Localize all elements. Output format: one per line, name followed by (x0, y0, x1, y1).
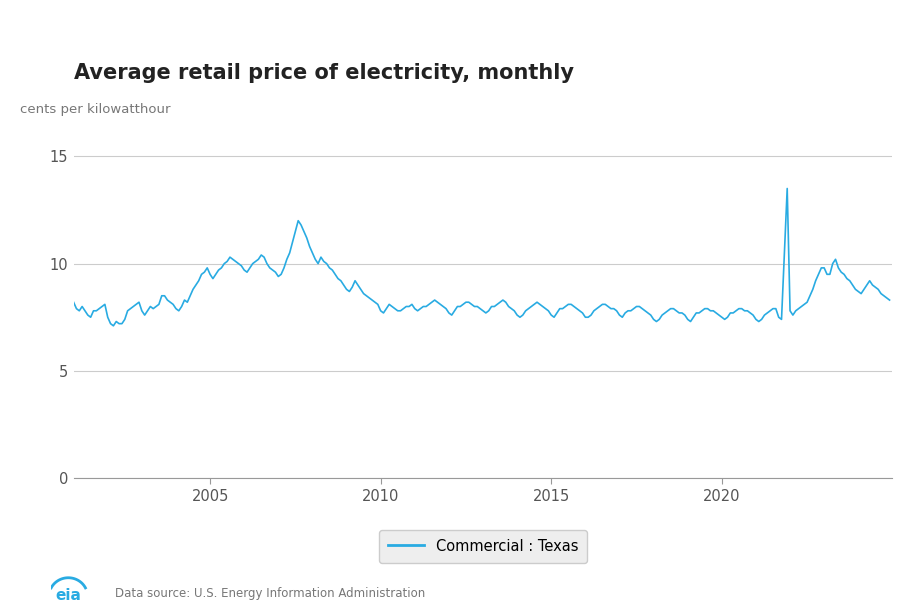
Text: eia: eia (55, 588, 81, 603)
Legend: Commercial : Texas: Commercial : Texas (379, 530, 586, 563)
Text: Data source: U.S. Energy Information Administration: Data source: U.S. Energy Information Adm… (115, 587, 425, 600)
Text: cents per kilowatthour: cents per kilowatthour (20, 103, 171, 116)
Text: Average retail price of electricity, monthly: Average retail price of electricity, mon… (74, 63, 573, 83)
